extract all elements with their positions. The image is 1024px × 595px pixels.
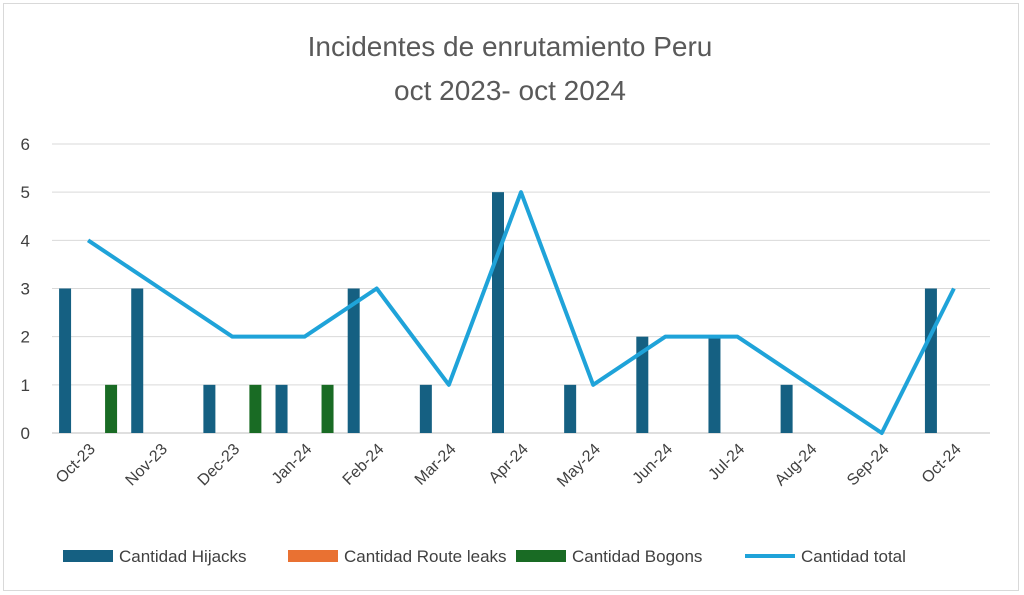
bar-cantidad-hijacks bbox=[419, 384, 432, 433]
y-tick-label: 1 bbox=[21, 376, 30, 395]
legend-label: Cantidad total bbox=[801, 547, 906, 566]
bar-cantidad-hijacks bbox=[59, 288, 72, 433]
bar-cantidad-hijacks bbox=[203, 384, 216, 433]
x-axis-ticks: Oct-23 Nov-23 Dec-23 Jan-24 Feb-24 Mar-24 Apr-… bbox=[53, 441, 965, 491]
y-tick-label: 2 bbox=[21, 328, 30, 347]
x-tick-label: Jul-24 bbox=[705, 441, 748, 484]
x-tick-label: Mar-24 bbox=[412, 441, 460, 489]
bar-cantidad-hijacks bbox=[708, 336, 721, 433]
x-tick-label: Sep-24 bbox=[844, 441, 893, 490]
legend-label: Cantidad Hijacks bbox=[119, 547, 247, 566]
legend: Cantidad Hijacks Cantidad Route leaks Cant… bbox=[63, 547, 906, 566]
x-tick-label: Dec-23 bbox=[195, 441, 244, 490]
x-tick-label: Aug-24 bbox=[772, 441, 821, 490]
line-cantidad-total bbox=[86, 190, 956, 435]
x-tick-label: Nov-23 bbox=[123, 441, 172, 490]
x-tick-label: Jan-24 bbox=[269, 441, 316, 488]
x-tick-label: Feb-24 bbox=[340, 441, 388, 489]
y-tick-label: 0 bbox=[21, 424, 30, 443]
x-tick-label: Oct-23 bbox=[53, 441, 99, 487]
y-tick-label: 6 bbox=[21, 135, 30, 154]
legend-swatch bbox=[288, 550, 338, 562]
bar-cantidad-hijacks bbox=[131, 288, 144, 433]
y-axis-ticks: 0 1 2 3 4 5 6 bbox=[21, 135, 30, 443]
bar-cantidad-hijacks bbox=[492, 192, 504, 433]
bar-cantidad-hijacks bbox=[564, 384, 577, 433]
x-tick-label: May-24 bbox=[554, 441, 604, 491]
bar-cantidad-bogons bbox=[249, 384, 262, 433]
bar-cantidad-hijacks bbox=[275, 384, 288, 433]
bar-cantidad-hijacks bbox=[347, 288, 360, 433]
total-line bbox=[86, 190, 956, 435]
gridlines bbox=[52, 143, 990, 434]
chart-title-line1: Incidentes de enrutamiento Peru bbox=[308, 31, 713, 62]
legend-label: Cantidad Bogons bbox=[572, 547, 702, 566]
x-tick-label: Oct-24 bbox=[919, 441, 965, 487]
y-tick-label: 4 bbox=[21, 231, 30, 250]
bar-cantidad-hijacks bbox=[636, 336, 649, 433]
bar-cantidad-hijacks bbox=[924, 288, 937, 433]
bar-cantidad-bogons bbox=[321, 384, 334, 433]
bars bbox=[59, 192, 937, 433]
bar-cantidad-bogons bbox=[105, 384, 118, 433]
y-tick-label: 5 bbox=[21, 183, 30, 202]
legend-label: Cantidad Route leaks bbox=[344, 547, 507, 566]
x-tick-label: Apr-24 bbox=[486, 441, 532, 487]
x-tick-label: Jun-24 bbox=[630, 441, 677, 488]
bar-cantidad-hijacks bbox=[780, 384, 793, 433]
chart-title-line2: oct 2023- oct 2024 bbox=[394, 75, 626, 106]
y-tick-label: 3 bbox=[21, 280, 30, 299]
legend-swatch bbox=[516, 550, 566, 562]
legend-swatch bbox=[63, 550, 113, 562]
